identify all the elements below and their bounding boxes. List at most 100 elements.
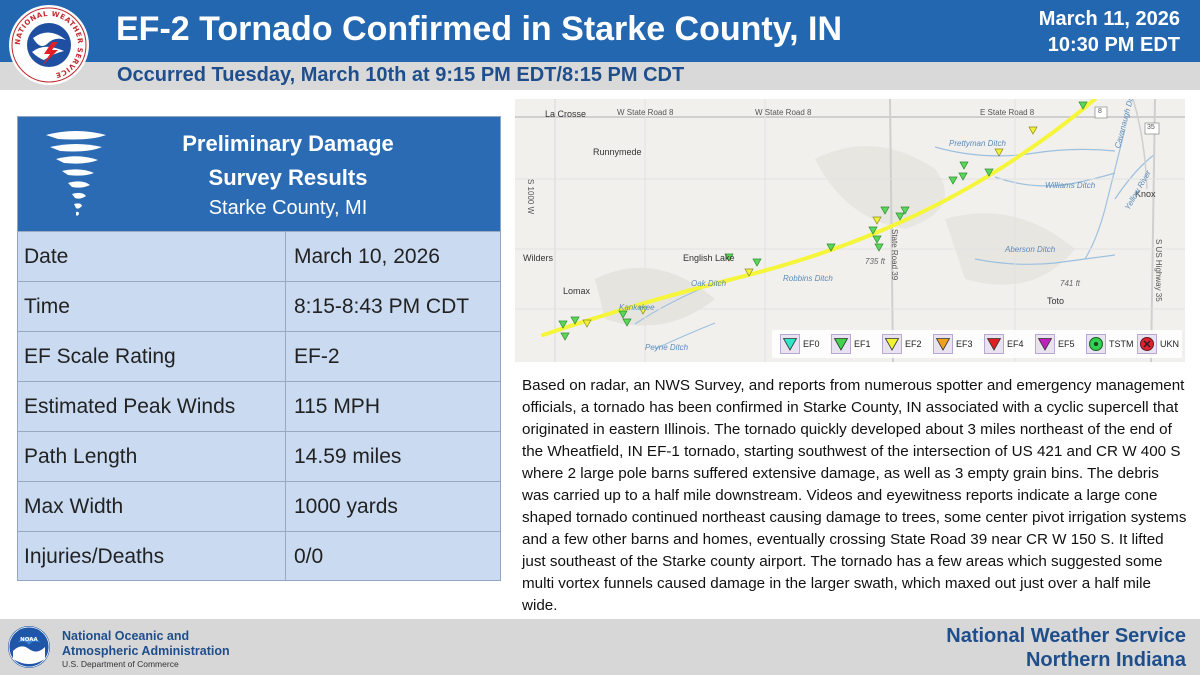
survey-rows: Date March 10, 2026 Time 8:15-8:43 PM CD… — [18, 231, 500, 581]
map-canvas — [515, 99, 1185, 362]
legend-label: EF2 — [905, 339, 922, 349]
elevation-label: 735 ft — [865, 257, 886, 266]
damage-marker-ef1[interactable] — [622, 318, 632, 327]
noaa-name-line2: Atmospheric Administration — [62, 644, 230, 658]
survey-location: Starke County, MI — [208, 197, 368, 219]
damage-marker-ef1[interactable] — [724, 253, 734, 262]
occurrence-subtitle: Occurred Tuesday, March 10th at 9:15 PM … — [117, 64, 685, 86]
row-label: Max Width — [18, 482, 286, 531]
nws-logo: NATIONAL WEATHER SERVICE — [9, 5, 89, 85]
water-label: Peyne Ditch — [645, 343, 689, 352]
town-label: La Crosse — [545, 109, 587, 119]
damage-marker-ef2[interactable] — [1028, 126, 1038, 135]
road-label: S 1000 W — [526, 179, 535, 215]
damage-marker-ef1[interactable] — [959, 161, 969, 170]
nws-office-line1: National Weather Service — [946, 625, 1186, 647]
town-label: English Lake — [683, 253, 735, 263]
damage-marker-ef1[interactable] — [984, 168, 994, 177]
town-label: Knox — [1135, 189, 1156, 199]
road-label: State Road 39 — [890, 229, 899, 281]
row-value: EF-2 — [294, 345, 340, 368]
town-label: Runnymede — [593, 147, 642, 157]
legend-symbol — [1086, 334, 1106, 354]
road-label: E State Road 8 — [980, 108, 1035, 117]
damage-marker-ef2[interactable] — [994, 148, 1004, 157]
table-row: EF Scale Rating EF-2 — [18, 331, 500, 381]
damage-marker-ef1[interactable] — [948, 176, 958, 185]
row-value: 1000 yards — [294, 495, 398, 518]
terrain-patch — [595, 267, 715, 326]
town-label: Wilders — [523, 253, 554, 263]
damage-marker-ef1[interactable] — [618, 310, 628, 319]
damage-marker-ef1[interactable] — [874, 243, 884, 252]
row-label: Path Length — [18, 432, 286, 481]
table-row: Max Width 1000 yards — [18, 481, 500, 531]
footer-bar — [0, 619, 1200, 675]
damage-marker-ef1[interactable] — [560, 332, 570, 341]
table-row: Injuries/Deaths 0/0 — [18, 531, 500, 581]
row-value: 14.59 miles — [294, 445, 402, 468]
road-us35 — [1150, 99, 1156, 362]
legend-symbol — [1035, 334, 1055, 354]
survey-results-panel: Preliminary Damage Survey Results Starke… — [17, 116, 501, 581]
water-label: Williams Ditch — [1045, 181, 1096, 190]
road-sr39 — [889, 99, 894, 362]
table-row: Path Length 14.59 miles — [18, 431, 500, 481]
row-label: Date — [18, 232, 286, 281]
ditch — [934, 146, 1116, 157]
legend-symbol — [882, 334, 902, 354]
damage-marker-ef1[interactable] — [826, 243, 836, 252]
damage-marker-ef1[interactable] — [900, 206, 910, 215]
row-value: 0/0 — [294, 545, 324, 568]
survey-narrative: Based on radar, an NWS Survey, and repor… — [522, 377, 1187, 614]
survey-title-line1: Preliminary Damage — [182, 131, 394, 156]
ditch — [1114, 153, 1156, 200]
legend-label: EF5 — [1058, 339, 1075, 349]
issue-date: March 11, 2026 — [1038, 8, 1180, 30]
row-value: March 10, 2026 — [294, 245, 440, 268]
nws-office: National Weather Service Northern Indian… — [946, 624, 1186, 672]
damage-marker-ef1[interactable] — [895, 212, 905, 221]
damage-marker-ef2[interactable] — [582, 319, 592, 328]
tornado-track — [541, 99, 1097, 337]
tornado-icon — [46, 131, 106, 216]
damage-marker-ef2[interactable] — [872, 216, 882, 225]
sr8-shield-label: 8 — [1098, 108, 1102, 115]
damage-path-map[interactable]: W State Road 8 W State Road 8 E State Ro… — [515, 99, 1185, 362]
legend-label: EF1 — [854, 339, 871, 349]
damage-marker-ef1[interactable] — [570, 316, 580, 325]
row-value: 8:15-8:43 PM CDT — [294, 295, 470, 318]
damage-marker-ef2[interactable] — [638, 306, 648, 315]
legend-symbol — [984, 334, 1004, 354]
issue-time: 10:30 PM EDT — [1047, 34, 1180, 56]
damage-marker-ef1[interactable] — [872, 235, 882, 244]
damage-marker-ef1[interactable] — [558, 320, 568, 329]
legend-symbol — [780, 334, 800, 354]
survey-header: Preliminary Damage Survey Results Starke… — [18, 117, 500, 231]
ditch — [994, 172, 1116, 187]
damage-marker-ef1[interactable] — [752, 258, 762, 267]
subheader-bar — [0, 62, 1200, 90]
legend-label: EF3 — [956, 339, 973, 349]
legend-symbol — [933, 334, 953, 354]
noaa-logo: NOAA — [8, 626, 50, 668]
map-legend: EF0 EF1 EF2 EF3 EF4 EF5 TSTM UKN — [772, 330, 1182, 358]
table-row: Date March 10, 2026 — [18, 231, 500, 281]
damage-marker-ef1[interactable] — [880, 206, 890, 215]
legend-label: EF0 — [803, 339, 820, 349]
legend-symbol — [1137, 334, 1157, 354]
row-value: 115 MPH — [294, 395, 380, 418]
noaa-department: U.S. Department of Commerce — [62, 659, 179, 669]
nws-office-line2: Northern Indiana — [1025, 649, 1186, 671]
damage-marker-ef1[interactable] — [868, 226, 878, 235]
row-label: Estimated Peak Winds — [18, 382, 286, 431]
damage-marker-ef1[interactable] — [958, 172, 968, 181]
survey-title-line2: Survey Results — [208, 165, 368, 190]
legend-label: TSTM — [1109, 339, 1134, 349]
sr8-shield — [1094, 106, 1108, 119]
damage-marker-ef2[interactable] — [744, 268, 754, 277]
us35-shield — [1144, 122, 1160, 135]
damage-marker-ef1[interactable] — [1078, 101, 1088, 110]
elevation-label: 741 ft — [1060, 279, 1081, 288]
town-label: Toto — [1047, 296, 1065, 306]
